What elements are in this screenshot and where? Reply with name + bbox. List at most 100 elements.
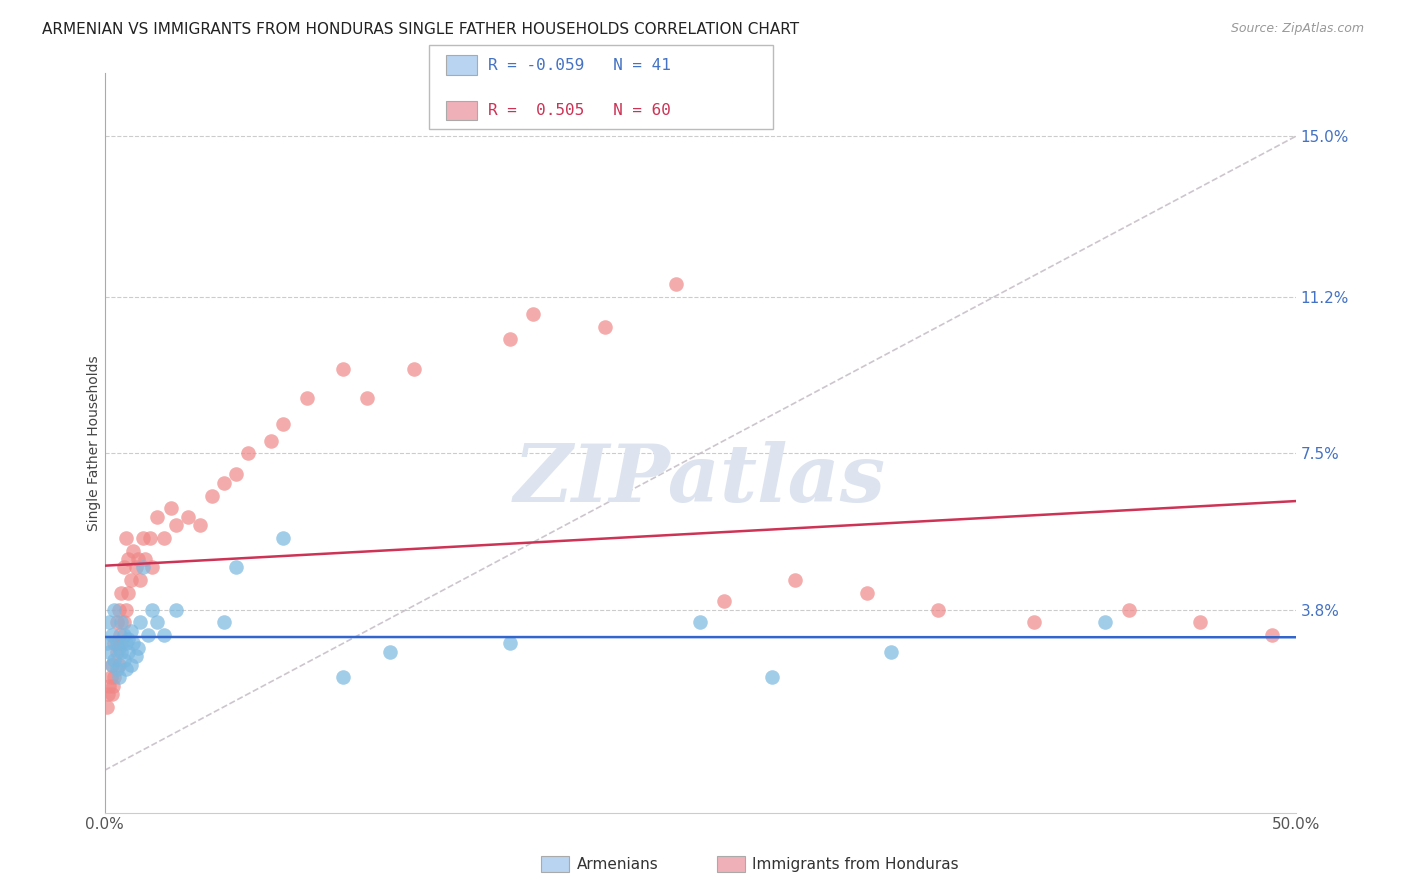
Point — [101, 657, 124, 672]
Point — [115, 662, 138, 676]
Point — [107, 636, 129, 650]
Point — [136, 628, 159, 642]
Point — [117, 586, 139, 600]
Point — [112, 653, 135, 667]
Point — [115, 603, 138, 617]
Point — [188, 518, 211, 533]
Point — [129, 615, 152, 630]
Point — [141, 603, 163, 617]
Point — [98, 615, 121, 630]
Point — [124, 560, 146, 574]
Point — [103, 670, 125, 684]
Point — [212, 615, 235, 630]
Point — [146, 509, 169, 524]
Point — [295, 392, 318, 406]
Y-axis label: Single Father Households: Single Father Households — [87, 355, 101, 531]
Point — [105, 662, 128, 676]
Point — [236, 446, 259, 460]
Point — [785, 573, 807, 587]
Point — [132, 560, 155, 574]
Point — [100, 670, 122, 684]
Point — [103, 653, 125, 667]
Point — [1189, 615, 1212, 630]
Point — [98, 679, 121, 693]
Point — [404, 361, 426, 376]
Point — [110, 615, 132, 630]
Point — [927, 603, 949, 617]
Point — [105, 636, 128, 650]
Point — [132, 531, 155, 545]
Point — [273, 417, 295, 431]
Point — [120, 573, 142, 587]
Point — [879, 645, 901, 659]
Point — [105, 645, 128, 659]
Point — [101, 657, 124, 672]
Point — [212, 475, 235, 490]
Point — [120, 624, 142, 638]
Point — [108, 628, 131, 642]
Point — [108, 603, 131, 617]
Point — [165, 518, 187, 533]
Point — [1261, 628, 1284, 642]
Point — [129, 573, 152, 587]
Point — [498, 332, 520, 346]
Point — [122, 543, 145, 558]
Point — [108, 657, 131, 672]
Point — [273, 531, 295, 545]
Point — [101, 679, 124, 693]
Point — [103, 603, 125, 617]
Point — [522, 307, 544, 321]
Point — [332, 361, 354, 376]
Point — [689, 615, 711, 630]
Text: Source: ZipAtlas.com: Source: ZipAtlas.com — [1230, 22, 1364, 36]
Point — [165, 603, 187, 617]
Point — [96, 636, 118, 650]
Point — [1022, 615, 1045, 630]
Text: ZIPatlas: ZIPatlas — [515, 441, 886, 518]
Point — [120, 657, 142, 672]
Point — [139, 531, 162, 545]
Point — [112, 628, 135, 642]
Point — [108, 640, 131, 655]
Point — [761, 670, 783, 684]
Point — [160, 501, 183, 516]
Point — [105, 615, 128, 630]
Point — [856, 586, 879, 600]
Point — [117, 632, 139, 647]
Point — [201, 489, 224, 503]
Point — [97, 687, 120, 701]
Point — [380, 645, 402, 659]
Point — [141, 560, 163, 574]
Point — [110, 636, 132, 650]
Point — [332, 670, 354, 684]
Point — [124, 649, 146, 664]
Point — [98, 645, 121, 659]
Point — [260, 434, 283, 448]
Point — [225, 560, 247, 574]
Point — [112, 560, 135, 574]
Point — [110, 586, 132, 600]
Point — [153, 628, 176, 642]
Point — [101, 628, 124, 642]
Point — [356, 392, 378, 406]
Point — [713, 594, 735, 608]
Point — [117, 552, 139, 566]
Text: ARMENIAN VS IMMIGRANTS FROM HONDURAS SINGLE FATHER HOUSEHOLDS CORRELATION CHART: ARMENIAN VS IMMIGRANTS FROM HONDURAS SIN… — [42, 22, 799, 37]
Point — [110, 645, 132, 659]
Point — [1118, 603, 1140, 617]
Text: R =  0.505   N = 60: R = 0.505 N = 60 — [488, 103, 671, 118]
Point — [225, 467, 247, 482]
Point — [153, 531, 176, 545]
Point — [127, 552, 149, 566]
Point — [122, 636, 145, 650]
Point — [146, 615, 169, 630]
Point — [96, 699, 118, 714]
Point — [115, 636, 138, 650]
Point — [665, 277, 688, 292]
Point — [117, 645, 139, 659]
Point — [177, 509, 200, 524]
Point — [127, 640, 149, 655]
Point — [103, 636, 125, 650]
Point — [593, 319, 616, 334]
Text: R = -0.059   N = 41: R = -0.059 N = 41 — [488, 58, 671, 72]
